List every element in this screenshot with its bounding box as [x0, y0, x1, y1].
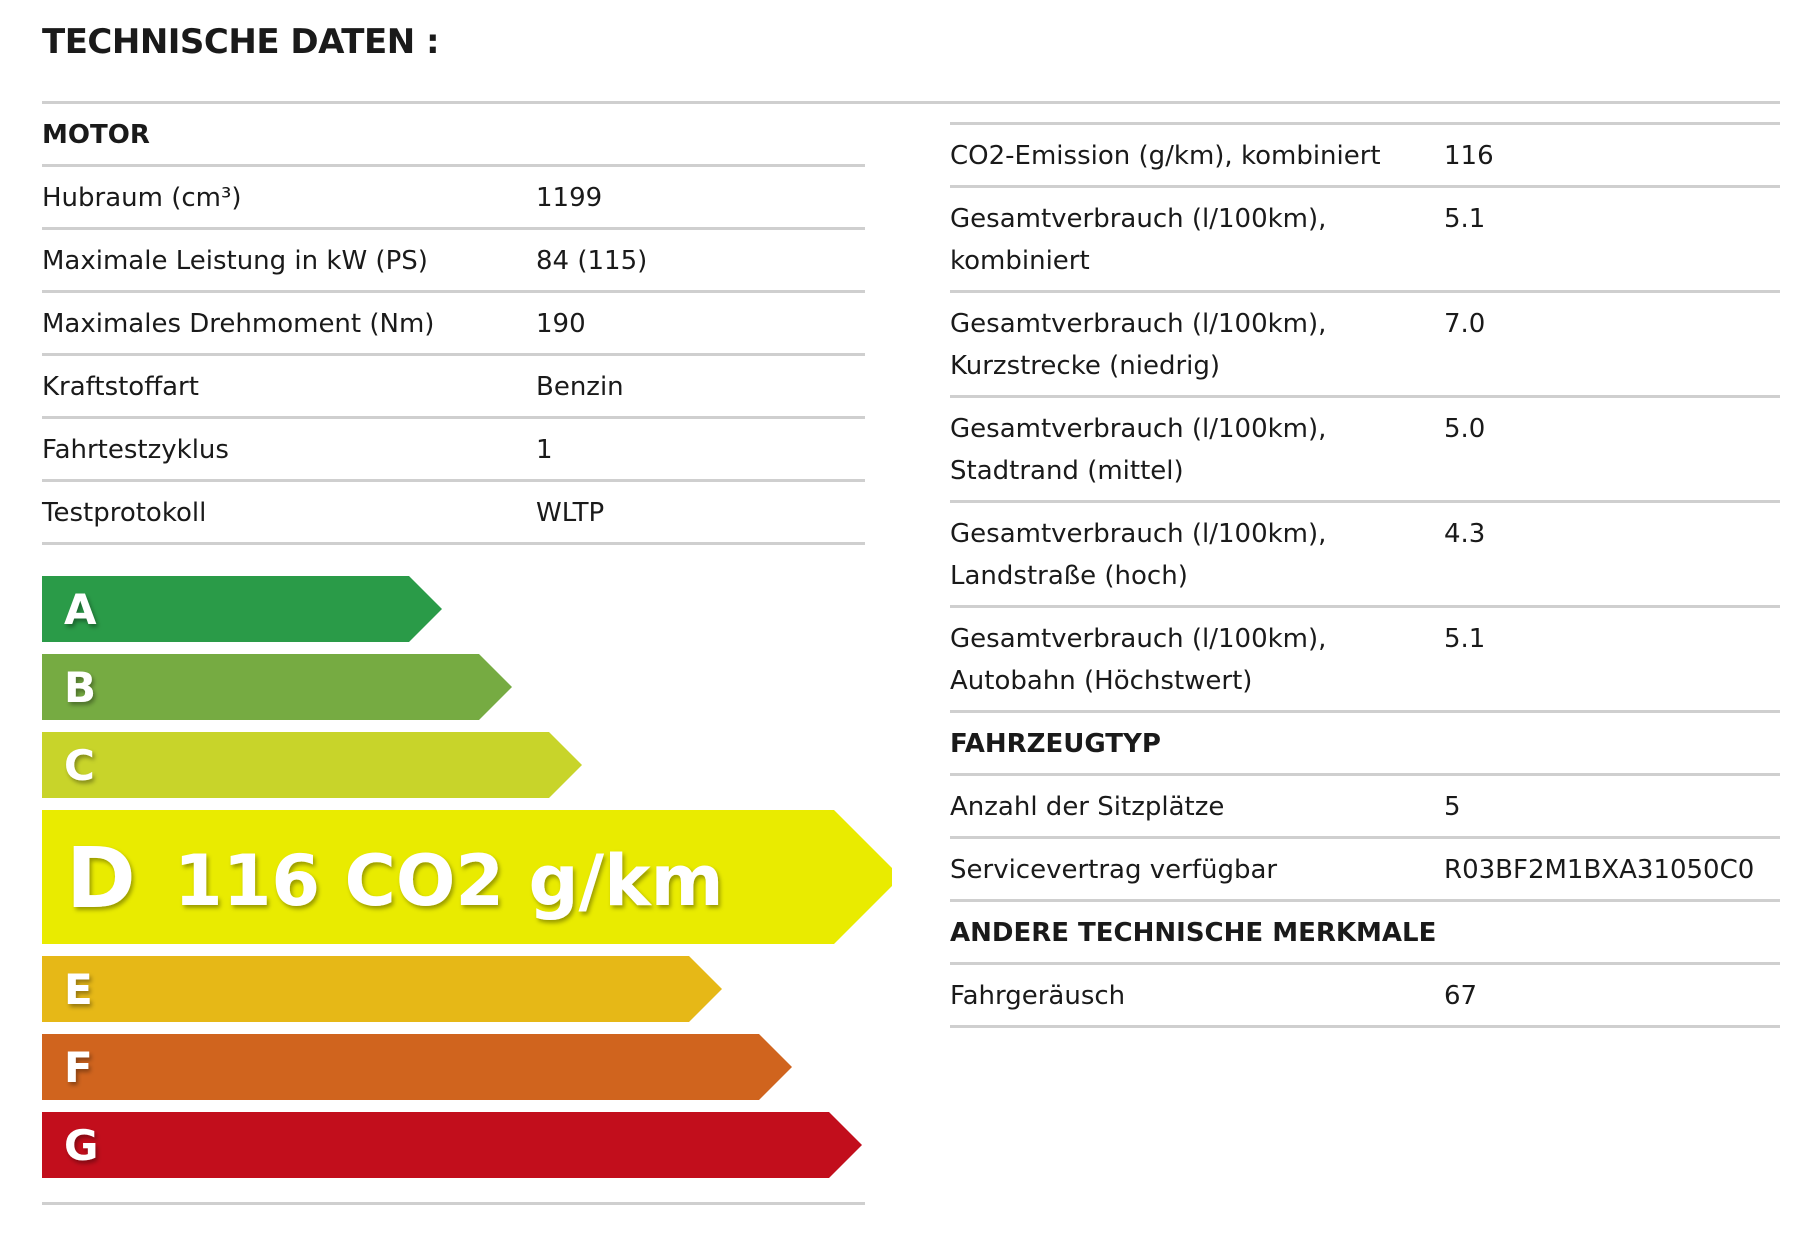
row-label: Fahrtestzyklus	[42, 435, 229, 465]
table-row: Testprotokoll WLTP	[42, 482, 865, 545]
energy-class-f-arrow	[42, 1034, 792, 1100]
row-label: Gesamtverbrauch (l/100km), kombiniert	[950, 204, 1327, 276]
energy-class-letter: D	[66, 829, 136, 927]
top-divider	[42, 101, 1780, 104]
energy-class-c-arrow	[42, 732, 582, 798]
table-row: Fahrtestzyklus 1	[42, 419, 865, 482]
row-value: Benzin	[536, 372, 624, 402]
energy-class-d-arrow	[42, 810, 892, 944]
row-value: 5.0	[1444, 414, 1486, 444]
table-row: Hubraum (cm³) 1199	[42, 167, 865, 230]
row-label: Testprotokoll	[42, 498, 207, 528]
row-label: Hubraum (cm³)	[42, 183, 242, 213]
table-row: Gesamtverbrauch (l/100km), Stadtrand (mi…	[950, 398, 1780, 503]
energy-class-b-arrow	[42, 654, 512, 720]
row-label: Maximale Leistung in kW (PS)	[42, 246, 428, 276]
row-label: Fahrgeräusch	[950, 981, 1126, 1011]
row-value: WLTP	[536, 498, 605, 528]
row-value: 67	[1444, 981, 1478, 1011]
motor-section-header: MOTOR	[42, 104, 865, 167]
table-row: Maximale Leistung in kW (PS) 84 (115)	[42, 230, 865, 293]
row-value: 4.3	[1444, 519, 1486, 549]
energy-efficiency-label: A B C D 116 CO2 g/km E F G	[42, 576, 892, 1216]
table-row: Servicevertrag verfügbar R03BF2M1BXA3105…	[950, 839, 1780, 902]
table-row: Gesamtverbrauch (l/100km), Landstraße (h…	[950, 503, 1780, 608]
energy-class-e-arrow	[42, 956, 722, 1022]
page-title: TECHNISCHE DATEN :	[42, 22, 440, 62]
bottom-divider	[42, 1202, 865, 1205]
energy-class-g-arrow	[42, 1112, 862, 1178]
table-row: Fahrgeräusch 67	[950, 965, 1780, 1028]
fahrzeugtyp-section-header: FAHRZEUGTYP	[950, 713, 1780, 776]
row-value: 5	[1444, 792, 1461, 822]
motor-table: MOTOR Hubraum (cm³) 1199 Maximale Leistu…	[42, 104, 865, 545]
consumption-table: CO2-Emission (g/km), kombiniert 116 Gesa…	[950, 122, 1780, 1028]
table-row: Gesamtverbrauch (l/100km), Autobahn (Höc…	[950, 608, 1780, 713]
row-label: Gesamtverbrauch (l/100km), Autobahn (Höc…	[950, 624, 1327, 696]
section-title: MOTOR	[42, 120, 150, 150]
row-value: 5.1	[1444, 204, 1486, 234]
row-value: 116	[1444, 141, 1494, 171]
energy-class-a-arrow	[42, 576, 442, 642]
row-label: Gesamtverbrauch (l/100km), Stadtrand (mi…	[950, 414, 1327, 486]
row-label: Gesamtverbrauch (l/100km), Landstraße (h…	[950, 519, 1327, 591]
row-label: Gesamtverbrauch (l/100km), Kurzstrecke (…	[950, 309, 1327, 381]
row-value: 5.1	[1444, 624, 1486, 654]
row-value: 1199	[536, 183, 603, 213]
row-value: 7.0	[1444, 309, 1486, 339]
energy-active-value: 116 CO2 g/km	[174, 840, 724, 922]
energy-class-letter: G	[64, 1121, 98, 1170]
table-row: Anzahl der Sitzplätze 5	[950, 776, 1780, 839]
energy-class-letter: B	[64, 663, 96, 712]
row-value: 1	[536, 435, 553, 465]
table-row: CO2-Emission (g/km), kombiniert 116	[950, 122, 1780, 188]
andere-section-header: ANDERE TECHNISCHE MERKMALE	[950, 902, 1780, 965]
table-row: Gesamtverbrauch (l/100km), kombiniert 5.…	[950, 188, 1780, 293]
row-label: CO2-Emission (g/km), kombiniert	[950, 141, 1381, 171]
row-label: Anzahl der Sitzplätze	[950, 792, 1225, 822]
row-label: Maximales Drehmoment (Nm)	[42, 309, 435, 339]
row-label: Kraftstoffart	[42, 372, 199, 402]
section-title: FAHRZEUGTYP	[950, 729, 1161, 759]
energy-class-letter: E	[64, 965, 93, 1014]
energy-class-letter: C	[64, 741, 95, 790]
table-row: Maximales Drehmoment (Nm) 190	[42, 293, 865, 356]
energy-class-letter: A	[64, 585, 97, 634]
section-title: ANDERE TECHNISCHE MERKMALE	[950, 918, 1437, 948]
table-row: Gesamtverbrauch (l/100km), Kurzstrecke (…	[950, 293, 1780, 398]
row-value: 190	[536, 309, 586, 339]
table-row: Kraftstoffart Benzin	[42, 356, 865, 419]
row-label: Servicevertrag verfügbar	[950, 855, 1278, 885]
row-value: R03BF2M1BXA31050C0	[1444, 855, 1755, 885]
energy-class-letter: F	[64, 1043, 93, 1092]
row-value: 84 (115)	[536, 246, 648, 276]
